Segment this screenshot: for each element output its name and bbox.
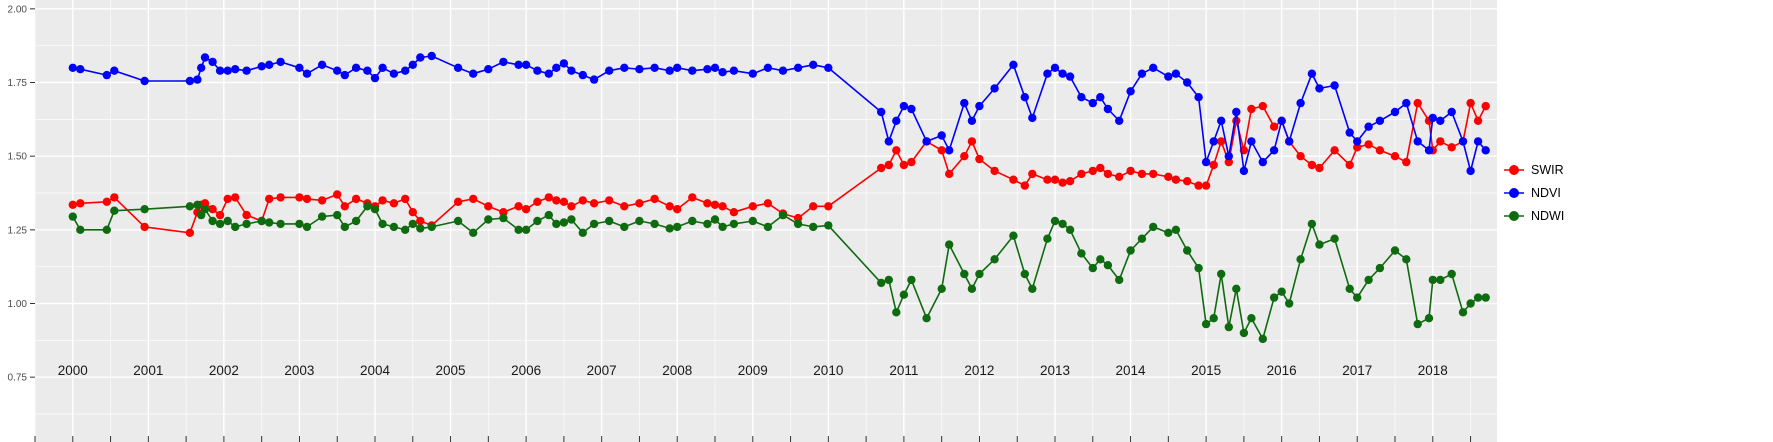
gridlines <box>34 0 1497 442</box>
x-tick-label: 2018 <box>1418 363 1448 378</box>
x-tick-label: 2015 <box>1191 363 1221 378</box>
x-tick-label: 2007 <box>587 363 617 378</box>
legend-item-ndwi: NDWI <box>1503 209 1564 223</box>
x-tick-label: 2012 <box>964 363 994 378</box>
legend-item-ndvi: NDVI <box>1503 186 1564 200</box>
y-tick-label: 1.00 <box>8 299 28 310</box>
y-tick-label: 2.00 <box>8 4 28 15</box>
legend-label-ndwi: NDWI <box>1531 209 1565 223</box>
y-tick-label: 1.50 <box>8 152 28 163</box>
chart-legend: SWIR NDVI NDWI <box>1503 163 1564 223</box>
legend-item-swir: SWIR <box>1503 163 1564 177</box>
x-tick-label: 2014 <box>1116 363 1147 378</box>
legend-key-ndvi-icon <box>1503 186 1525 200</box>
x-axis: 2000 2001 2002 2003 2004 2005 2006 2007 2008 2009… <box>34 363 1472 442</box>
x-tick-label: 2008 <box>662 363 692 378</box>
x-tick-label: 2003 <box>284 363 314 378</box>
series-ndwi <box>68 200 1490 344</box>
x-tick-label: 2000 <box>58 363 88 378</box>
x-tick-label: 2006 <box>511 363 541 378</box>
y-tick-label: 0.75 <box>8 373 28 384</box>
x-tick-label: 2004 <box>360 363 391 378</box>
x-tick-label: 2017 <box>1342 363 1372 378</box>
x-tick-label: 2005 <box>436 363 466 378</box>
x-tick-label: 2002 <box>209 363 239 378</box>
x-tick-label: 2010 <box>813 363 843 378</box>
series-swir <box>68 98 1490 237</box>
legend-label-swir: SWIR <box>1531 163 1564 177</box>
y-tick-label: 1.75 <box>8 78 28 89</box>
legend-key-ndwi-icon <box>1503 209 1525 223</box>
legend-label-ndvi: NDVI <box>1531 186 1561 200</box>
x-tick-label: 2009 <box>738 363 768 378</box>
x-tick-label: 2011 <box>889 363 918 378</box>
y-axis: 0.75 1.00 1.25 1.50 1.75 2.00 <box>8 4 35 384</box>
series-ndvi <box>68 51 1490 176</box>
y-tick-label: 1.25 <box>8 225 28 236</box>
x-tick-label: 2001 <box>133 363 163 378</box>
x-tick-label: 2016 <box>1267 363 1297 378</box>
legend-key-swir-icon <box>1503 163 1525 177</box>
x-tick-label: 2013 <box>1040 363 1070 378</box>
